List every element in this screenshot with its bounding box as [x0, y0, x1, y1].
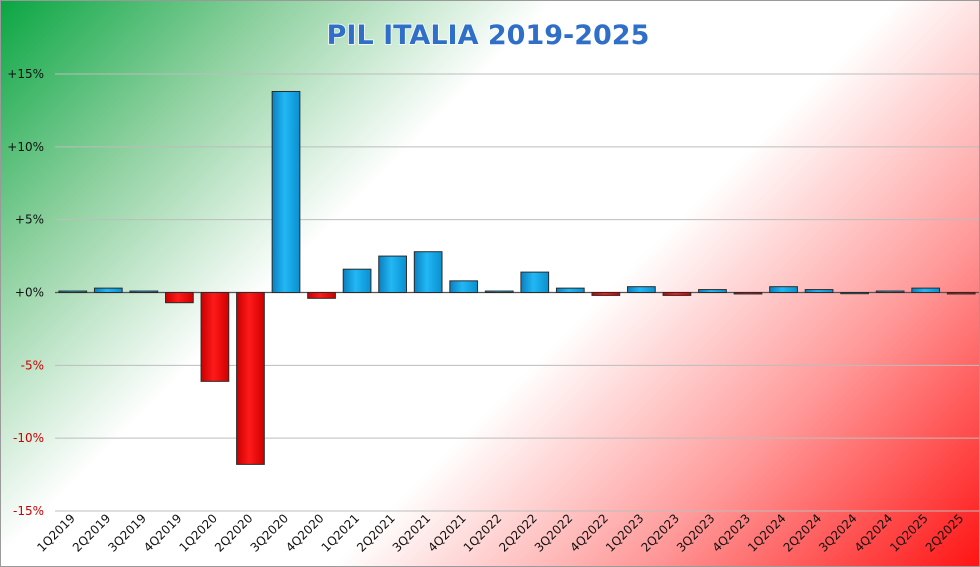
bar-4Q2024	[875, 290, 905, 294]
y-axis-ticks: +15% +10% +5% +0% -5% -10% -15%	[7, 67, 44, 518]
bar-1Q2019	[58, 290, 88, 294]
bar-4Q2023	[733, 292, 763, 295]
bars	[58, 90, 976, 465]
x-tick-label: 2Q2021	[354, 511, 398, 555]
x-tick-label: 3Q2019	[105, 511, 149, 555]
bar-2Q2025	[946, 292, 976, 295]
bar-1Q2024	[769, 286, 798, 294]
x-tick-label: 3Q2020	[248, 511, 292, 555]
bar-2Q2021	[378, 255, 407, 293]
x-tick-label: 2Q2022	[496, 511, 540, 555]
bar-3Q2024	[840, 292, 869, 295]
bar-2Q2023	[662, 292, 692, 296]
bar-3Q2023	[698, 289, 727, 294]
bar-2Q2022	[520, 271, 550, 293]
x-tick-label: 2Q2025	[923, 511, 967, 555]
bar-3Q2021	[413, 251, 443, 293]
x-axis-labels: 1Q20192Q20193Q20194Q20191Q20202Q20203Q20…	[34, 511, 966, 555]
x-tick-label: 3Q2021	[390, 511, 434, 555]
bar-1Q2025	[911, 287, 941, 294]
bar-3Q2020	[271, 90, 301, 294]
x-tick-label: 2Q2019	[70, 511, 114, 555]
y-tick-label: +5%	[15, 213, 44, 227]
x-tick-label: 2Q2024	[781, 511, 825, 555]
x-tick-label: 2Q2023	[638, 511, 682, 555]
x-tick-label: 1Q2025	[887, 511, 931, 555]
bar-1Q2020	[200, 292, 230, 382]
x-tick-label: 4Q2024	[852, 511, 896, 555]
bar-4Q2019	[165, 292, 194, 304]
bar-1Q2022	[484, 290, 514, 294]
y-tick-label: -10%	[13, 431, 44, 445]
x-tick-label: 3Q2022	[532, 511, 576, 555]
bar-4Q2022	[591, 292, 621, 296]
y-tick-label: +10%	[7, 140, 44, 154]
x-tick-label: 2Q2020	[212, 511, 256, 555]
chart-title: PIL ITALIA 2019-2025	[327, 20, 650, 51]
x-tick-label: 1Q2022	[461, 511, 505, 555]
y-tick-label: -5%	[21, 358, 44, 372]
x-tick-label: 1Q2024	[745, 511, 789, 555]
x-tick-label: 4Q2021	[425, 511, 469, 555]
bar-1Q2023	[627, 286, 656, 294]
bar-2Q2020	[236, 292, 265, 465]
bar-3Q2019	[129, 290, 159, 294]
x-tick-label: 1Q2023	[603, 511, 647, 555]
x-tick-label: 4Q2022	[567, 511, 611, 555]
bar-3Q2022	[555, 287, 585, 294]
bar-4Q2021	[449, 280, 479, 294]
x-tick-label: 3Q2024	[816, 511, 860, 555]
y-tick-label: +0%	[15, 286, 44, 300]
x-tick-label: 4Q2023	[710, 511, 754, 555]
y-tick-label: -15%	[13, 504, 44, 518]
bar-4Q2020	[307, 292, 336, 299]
bar-1Q2021	[342, 268, 372, 293]
x-tick-label: 4Q2019	[141, 511, 185, 555]
bar-2Q2019	[93, 287, 123, 294]
x-tick-label: 3Q2023	[674, 511, 718, 555]
x-tick-label: 4Q2020	[283, 511, 327, 555]
y-tick-label: +15%	[7, 67, 44, 81]
x-tick-label: 1Q2021	[319, 511, 363, 555]
bar-2Q2024	[804, 289, 834, 294]
x-tick-label: 1Q2020	[176, 511, 220, 555]
